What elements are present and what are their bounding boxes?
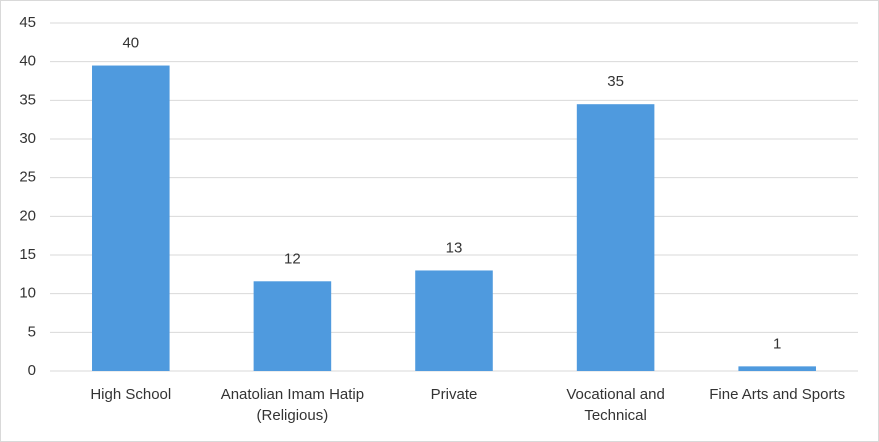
y-tick-label: 5 [28, 323, 36, 340]
value-label: 12 [284, 250, 301, 267]
value-label: 40 [122, 35, 139, 52]
x-tick-label: Private [430, 386, 478, 403]
x-tick-label: Fine Arts and Sports [709, 386, 846, 403]
x-tick-label: High School [90, 386, 172, 403]
bar [738, 366, 816, 371]
y-tick-label: 20 [19, 207, 36, 224]
y-tick-label: 40 [19, 53, 36, 70]
y-tick-label: 10 [19, 285, 36, 302]
y-tick-label: 0 [28, 362, 36, 379]
y-tick-label: 35 [19, 91, 36, 108]
bar [92, 65, 170, 372]
y-tick-label: 25 [19, 169, 36, 186]
y-tick-label: 45 [19, 14, 36, 31]
x-tick-label: Anatolian Imam Hatip (Religious) [220, 386, 365, 424]
y-tick-label: 30 [19, 130, 36, 147]
value-label: 1 [773, 335, 781, 352]
bar [576, 104, 655, 371]
bar [253, 281, 332, 371]
value-label: 35 [607, 73, 624, 90]
y-tick-label: 15 [19, 246, 36, 263]
bar [415, 270, 493, 371]
x-tick-label: Vocational and Technical [566, 386, 665, 424]
value-label: 13 [446, 239, 463, 256]
